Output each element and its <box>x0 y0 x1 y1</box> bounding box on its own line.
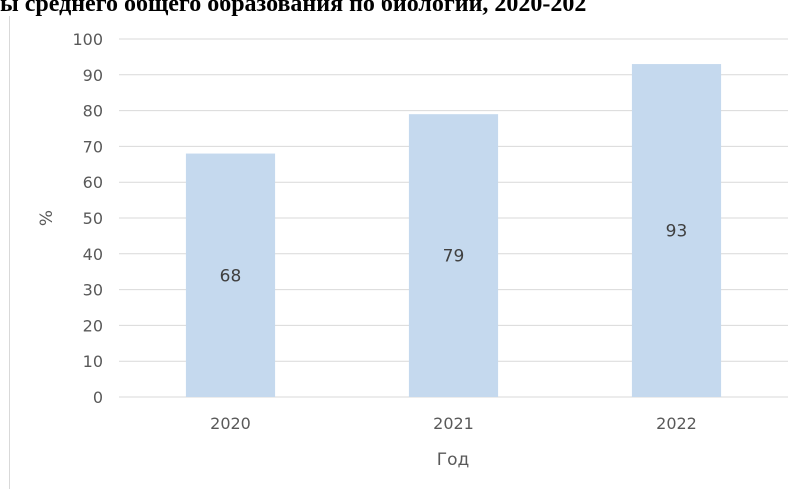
chart-frame-border <box>9 16 10 489</box>
chart-title: ы среднего общего образования по биологи… <box>0 0 587 17</box>
y-tick-label: 10 <box>83 352 103 371</box>
y-axis-label: % <box>37 210 57 226</box>
y-tick-label: 80 <box>83 102 103 121</box>
y-tick-label: 90 <box>83 66 103 85</box>
bar-2022 <box>631 64 722 397</box>
bar-value-label: 68 <box>220 266 242 286</box>
x-axis-ticks: 2020 2021 2022 <box>210 414 697 433</box>
x-tick-label: 2022 <box>656 414 697 433</box>
y-tick-label: 30 <box>83 281 103 300</box>
y-axis-ticks: 0 10 20 30 40 50 60 70 80 90 100 <box>72 30 103 407</box>
x-tick-label: 2021 <box>433 414 474 433</box>
y-tick-label: 100 <box>72 30 103 49</box>
bars: 68 79 93 <box>185 64 722 398</box>
y-tick-label: 50 <box>83 209 103 228</box>
bar-value-label: 93 <box>666 222 688 242</box>
y-tick-label: 60 <box>83 173 103 192</box>
bar-value-label: 79 <box>443 247 465 267</box>
y-tick-label: 40 <box>83 245 103 264</box>
x-tick-label: 2020 <box>210 414 251 433</box>
bar-2021 <box>408 114 499 398</box>
y-tick-label: 70 <box>83 137 103 156</box>
x-axis-label: Год <box>437 450 470 470</box>
bar-2020 <box>185 153 276 397</box>
y-tick-label: 0 <box>93 388 103 407</box>
y-tick-label: 20 <box>83 316 103 335</box>
